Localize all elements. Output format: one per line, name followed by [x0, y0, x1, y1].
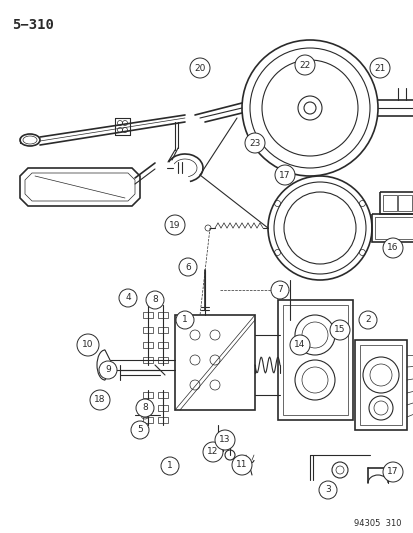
- Text: 10: 10: [82, 341, 93, 350]
- Text: 15: 15: [333, 326, 345, 335]
- Circle shape: [176, 311, 194, 329]
- Circle shape: [90, 390, 110, 410]
- Text: 22: 22: [299, 61, 310, 69]
- Text: 1: 1: [182, 316, 188, 325]
- Circle shape: [99, 361, 117, 379]
- Bar: [142, 342, 153, 348]
- Bar: [158, 417, 168, 423]
- Text: 9: 9: [105, 366, 111, 375]
- Circle shape: [329, 320, 349, 340]
- Circle shape: [165, 215, 185, 235]
- Text: 19: 19: [169, 221, 180, 230]
- Bar: [175, 315, 254, 410]
- Text: 23: 23: [249, 139, 260, 148]
- Bar: [142, 327, 153, 333]
- Text: 12: 12: [207, 448, 218, 456]
- Text: 20: 20: [194, 63, 205, 72]
- Circle shape: [178, 258, 197, 276]
- Bar: [277, 300, 352, 420]
- Bar: [142, 405, 153, 411]
- Bar: [374, 217, 413, 239]
- Text: 13: 13: [219, 435, 230, 445]
- Circle shape: [358, 311, 376, 329]
- Circle shape: [382, 238, 402, 258]
- Bar: [379, 192, 413, 214]
- Text: 1: 1: [167, 462, 173, 471]
- Text: 3: 3: [324, 486, 330, 495]
- Text: 7: 7: [276, 286, 282, 295]
- Circle shape: [136, 399, 154, 417]
- Circle shape: [231, 455, 252, 475]
- Circle shape: [214, 430, 235, 450]
- Bar: [158, 357, 168, 363]
- Text: 16: 16: [386, 244, 398, 253]
- Circle shape: [146, 291, 164, 309]
- Circle shape: [202, 442, 223, 462]
- Text: 14: 14: [294, 341, 305, 350]
- Bar: [158, 405, 168, 411]
- Circle shape: [271, 281, 288, 299]
- Bar: [382, 195, 396, 211]
- Text: 6: 6: [185, 262, 190, 271]
- Circle shape: [294, 55, 314, 75]
- Bar: [142, 392, 153, 398]
- Circle shape: [369, 58, 389, 78]
- Text: 2: 2: [364, 316, 370, 325]
- Text: 5: 5: [137, 425, 142, 434]
- Bar: [397, 195, 411, 211]
- Text: 94305  310: 94305 310: [354, 519, 401, 528]
- Bar: [158, 342, 168, 348]
- Bar: [212, 445, 223, 451]
- Bar: [158, 392, 168, 398]
- Circle shape: [161, 457, 178, 475]
- Circle shape: [131, 421, 149, 439]
- Circle shape: [274, 165, 294, 185]
- Circle shape: [244, 133, 264, 153]
- Bar: [282, 305, 347, 415]
- Text: 18: 18: [94, 395, 105, 405]
- Text: 8: 8: [142, 403, 147, 413]
- Circle shape: [382, 462, 402, 482]
- Bar: [354, 340, 406, 430]
- Circle shape: [318, 481, 336, 499]
- Text: 8: 8: [152, 295, 157, 304]
- Text: 11: 11: [236, 461, 247, 470]
- Circle shape: [119, 289, 137, 307]
- Text: 17: 17: [279, 171, 290, 180]
- Text: 4: 4: [125, 294, 131, 303]
- Bar: [142, 312, 153, 318]
- Bar: [142, 357, 153, 363]
- Text: 17: 17: [386, 467, 398, 477]
- Bar: [158, 327, 168, 333]
- Text: 5−310: 5−310: [12, 18, 54, 32]
- Circle shape: [289, 335, 309, 355]
- Bar: [142, 417, 153, 423]
- Bar: [371, 214, 413, 242]
- Text: 21: 21: [373, 63, 385, 72]
- Circle shape: [77, 334, 99, 356]
- Bar: [158, 312, 168, 318]
- Bar: [359, 345, 401, 425]
- Circle shape: [190, 58, 209, 78]
